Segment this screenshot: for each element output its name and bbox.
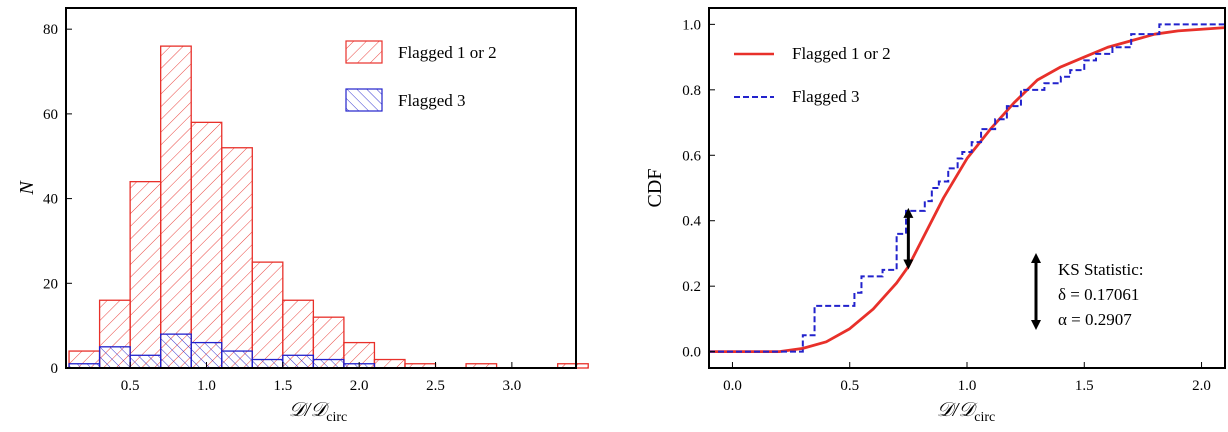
y-tick-label: 20: [43, 276, 58, 292]
cdf-legend-entry-flagged-3: Flagged 3: [734, 87, 860, 106]
legend-entry-flagged-3: Flagged 3: [345, 88, 466, 112]
histogram-bar: [282, 354, 315, 369]
histogram-y-ticks: 0 20 40 60 80: [43, 22, 72, 377]
x-tick-label: 2.0: [1192, 378, 1211, 394]
legend-label-flagged-1-or-2: Flagged 1 or 2: [398, 43, 497, 62]
cdf-x-axis-label-main: 𝒟/𝒟: [937, 399, 979, 421]
y-tick-label: 0.2: [682, 279, 701, 295]
y-tick-label: 1.0: [682, 17, 701, 33]
histogram-bar: [190, 121, 223, 369]
cdf-lines: [709, 23, 1226, 354]
cdf-panel: 0.0 0.5 1.0 1.5 2.0 0.0 0.2 0.4 0.6 0.8 1.0 𝒟/𝒟ci…: [644, 7, 1226, 425]
histogram-x-ticks: 0.5 1.0 1.5 2.0 2.5 3.0: [121, 362, 521, 394]
histogram-y-axis-label: N: [16, 180, 38, 196]
x-tick-label: 0.0: [723, 378, 742, 394]
x-tick-label: 1.5: [273, 378, 292, 394]
histogram-bar: [129, 180, 162, 369]
cdf-line-flagged-1-or-2: [709, 26, 1226, 354]
y-tick-label: 80: [43, 22, 58, 38]
histogram-bar: [160, 333, 192, 369]
histogram-bar: [373, 358, 406, 369]
histogram-bars-flagged-1-or-2: [68, 45, 589, 369]
cdf-legend-label-flagged-1-or-2: Flagged 1 or 2: [792, 44, 891, 63]
histogram-bar: [251, 358, 284, 369]
ks-title: KS Statistic:: [1058, 260, 1143, 279]
histogram-bar: [312, 358, 345, 369]
x-tick-label: 2.5: [426, 378, 445, 394]
legend-swatch-flagged-1-or-2: [345, 40, 383, 64]
histogram-legend: Flagged 1 or 2 Flagged 3: [345, 40, 497, 112]
histogram-bar: [251, 261, 284, 369]
x-tick-label: 1.0: [197, 378, 216, 394]
histogram-x-axis-label-main: 𝒟/𝒟: [289, 399, 331, 421]
y-tick-label: 40: [43, 192, 58, 208]
cdf-legend: Flagged 1 or 2 Flagged 3: [734, 44, 891, 106]
cdf-legend-label-flagged-3: Flagged 3: [792, 87, 860, 106]
x-tick-label: 1.0: [958, 378, 977, 394]
y-tick-label: 0.6: [682, 148, 701, 164]
histogram-x-axis-label: 𝒟/𝒟circ: [289, 399, 347, 425]
ks-annotation: KS Statistic: δ = 0.17061 α = 0.2907: [903, 207, 1143, 330]
legend-label-flagged-3: Flagged 3: [398, 91, 466, 110]
legend-swatch-flagged-3: [345, 88, 383, 112]
histogram-panel: 0.5 1.0 1.5 2.0 2.5 3.0 0 20 40 60 80 𝒟/𝒟circ N F…: [16, 7, 589, 425]
ks-alpha: α = 0.2907: [1058, 310, 1132, 329]
cdf-frame: [708, 7, 1226, 369]
cdf-legend-entry-flagged-1-or-2: Flagged 1 or 2: [734, 44, 891, 63]
cdf-x-ticks: 0.0 0.5 1.0 1.5 2.0: [723, 362, 1211, 394]
x-tick-label: 0.5: [840, 378, 859, 394]
histogram-bar: [160, 45, 192, 369]
x-tick-label: 2.0: [350, 378, 369, 394]
legend-entry-flagged-1-or-2: Flagged 1 or 2: [345, 40, 497, 64]
histogram-bar: [221, 147, 253, 369]
y-tick-label: 0.0: [682, 345, 701, 361]
cdf-x-axis-label: 𝒟/𝒟circ: [937, 399, 995, 425]
cdf-line-flagged-3: [709, 23, 1225, 353]
cdf-y-ticks: 0.0 0.2 0.4 0.6 0.8 1.0: [682, 17, 715, 361]
histogram-bar: [221, 350, 253, 369]
x-tick-label: 1.5: [1075, 378, 1094, 394]
y-tick-label: 0.8: [682, 83, 701, 99]
histogram-bar: [129, 354, 162, 369]
histogram-x-axis-label-sub: circ: [326, 410, 347, 425]
x-tick-label: 0.5: [121, 378, 140, 394]
histogram-frame: [65, 7, 577, 369]
y-tick-label: 0.4: [682, 214, 701, 230]
cdf-y-axis-label: CDF: [644, 169, 666, 208]
x-tick-label: 3.0: [502, 378, 521, 394]
histogram-bars-flagged-3: [68, 333, 376, 369]
y-tick-label: 60: [43, 107, 58, 123]
ks-delta: δ = 0.17061: [1058, 285, 1139, 304]
y-tick-label: 0: [51, 361, 59, 377]
histogram-bar: [98, 346, 131, 369]
cdf-x-axis-label-sub: circ: [974, 410, 995, 425]
